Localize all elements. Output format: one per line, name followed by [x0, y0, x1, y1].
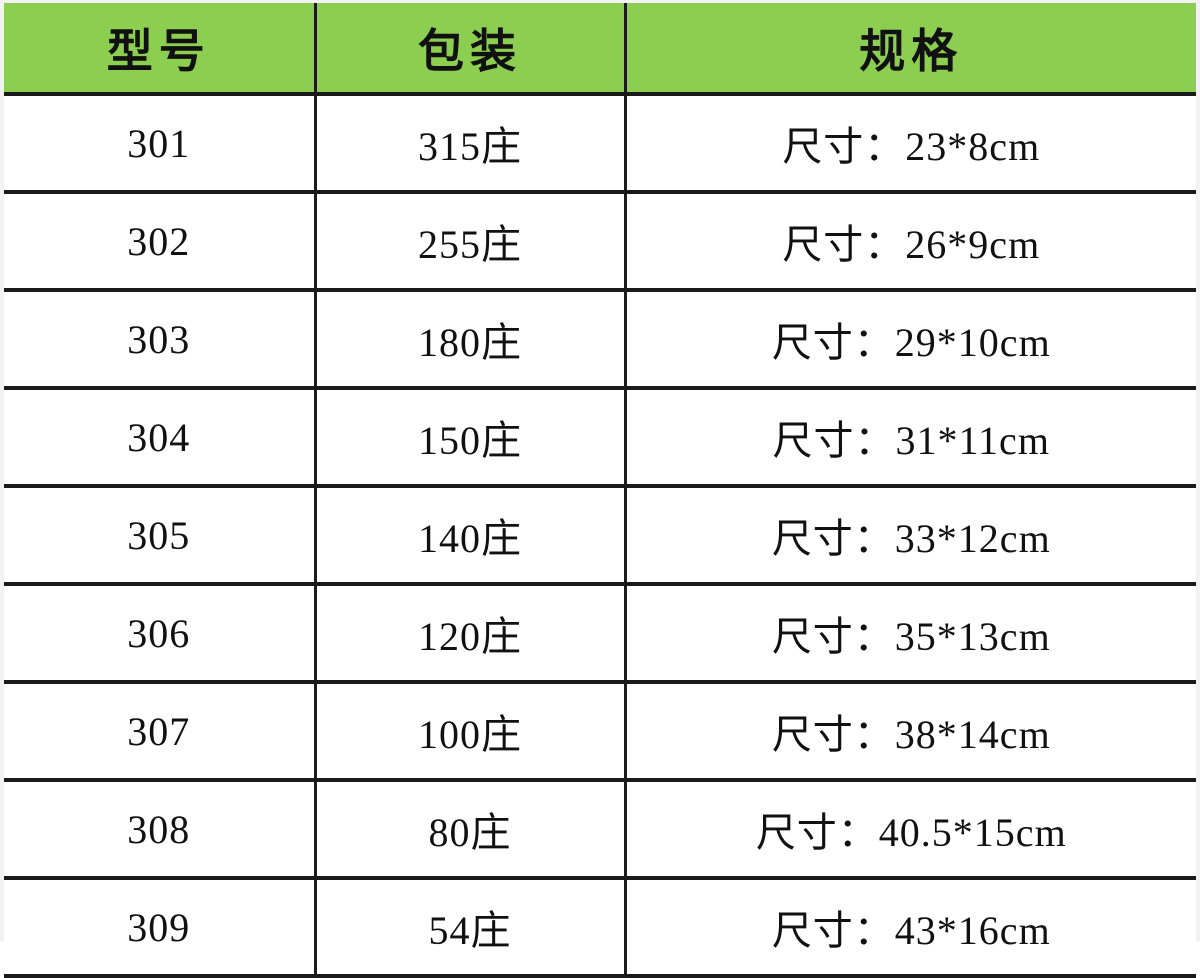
cell-model: 307	[4, 682, 317, 782]
cell-package: 180庄	[315, 290, 627, 390]
cell-model: 303	[4, 290, 317, 390]
cell-model: 305	[4, 486, 317, 586]
cell-model: 304	[4, 388, 317, 488]
cell-spec: 尺寸：35*13cm	[625, 584, 1196, 684]
cell-model: 309	[4, 878, 317, 978]
cell-package: 54庄	[315, 878, 627, 978]
cell-spec: 尺寸：31*11cm	[625, 388, 1196, 488]
table-row: 308 80庄 尺寸：40.5*15cm	[4, 780, 1196, 880]
cell-package: 80庄	[315, 780, 627, 880]
cell-spec: 尺寸：26*9cm	[625, 192, 1196, 292]
column-header-model: 型号	[4, 3, 317, 96]
cell-package: 100庄	[315, 682, 627, 782]
cell-model: 308	[4, 780, 317, 880]
cell-spec: 尺寸：40.5*15cm	[625, 780, 1196, 880]
table-row: 307 100庄 尺寸：38*14cm	[4, 682, 1196, 782]
cell-model: 306	[4, 584, 317, 684]
column-header-spec: 规格	[625, 3, 1196, 96]
table-row: 302 255庄 尺寸：26*9cm	[4, 192, 1196, 292]
cell-package: 255庄	[315, 192, 627, 292]
table-row: 309 54庄 尺寸：43*16cm	[4, 878, 1196, 978]
cell-model: 302	[4, 192, 317, 292]
table-header: 型号 包装 规格	[4, 3, 1196, 96]
table-row: 306 120庄 尺寸：35*13cm	[4, 584, 1196, 684]
column-header-package: 包装	[315, 3, 627, 96]
cell-package: 140庄	[315, 486, 627, 586]
cell-spec: 尺寸：23*8cm	[625, 94, 1196, 194]
cell-package: 150庄	[315, 388, 627, 488]
specification-table: 型号 包装 规格 301 315庄 尺寸：23*8cm 302 255庄 尺寸：…	[4, 3, 1196, 978]
cell-spec: 尺寸：29*10cm	[625, 290, 1196, 390]
cell-model: 301	[4, 94, 317, 194]
table-row: 301 315庄 尺寸：23*8cm	[4, 94, 1196, 194]
table-row: 304 150庄 尺寸：31*11cm	[4, 388, 1196, 488]
cell-package: 315庄	[315, 94, 627, 194]
table-row: 305 140庄 尺寸：33*12cm	[4, 486, 1196, 586]
cell-spec: 尺寸：38*14cm	[625, 682, 1196, 782]
cell-package: 120庄	[315, 584, 627, 684]
table-body: 301 315庄 尺寸：23*8cm 302 255庄 尺寸：26*9cm 30…	[4, 94, 1196, 978]
cell-spec: 尺寸：43*16cm	[625, 878, 1196, 978]
table-header-row: 型号 包装 规格	[4, 3, 1196, 96]
cell-spec: 尺寸：33*12cm	[625, 486, 1196, 586]
table-row: 303 180庄 尺寸：29*10cm	[4, 290, 1196, 390]
